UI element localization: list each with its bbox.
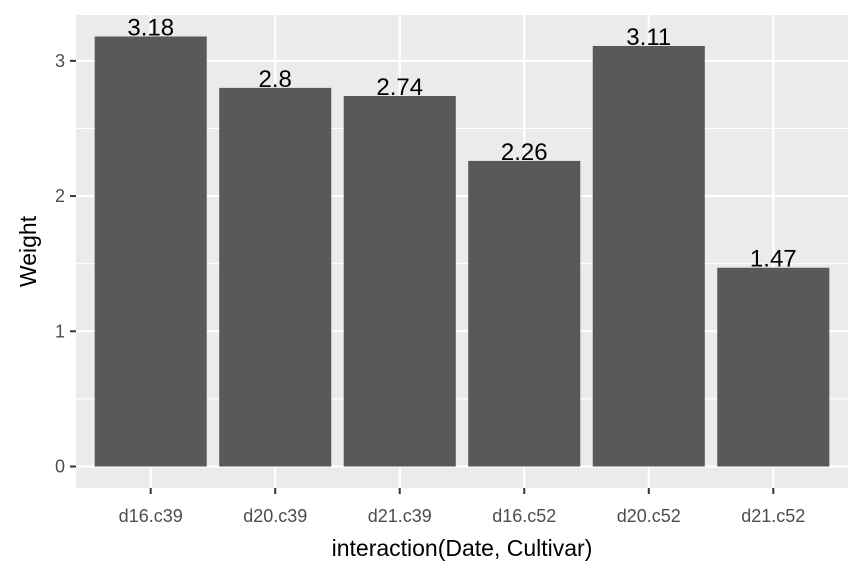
x-tick-label: d21.c52 [741, 506, 805, 526]
y-tick-label: 0 [55, 457, 65, 477]
bar-d20.c52 [592, 45, 705, 467]
x-tick-label: d16.c39 [119, 506, 183, 526]
bar-value-label: 2.8 [259, 66, 292, 93]
bar-value-label: 3.11 [626, 24, 671, 51]
bar-d16.c39 [94, 36, 207, 467]
bar-value-label: 2.26 [501, 139, 548, 166]
y-tick-label: 3 [55, 51, 65, 71]
x-tick-label: d20.c39 [243, 506, 307, 526]
y-axis-title: Weight [15, 215, 41, 287]
bar-d21.c52 [717, 267, 830, 467]
x-tick-label: d20.c52 [617, 506, 681, 526]
bar-value-labels: 3.18 2.8 2.74 2.26 3.11 1.47 [127, 15, 796, 273]
bars [94, 36, 830, 467]
y-tick-label: 1 [55, 321, 65, 341]
bar-value-label: 3.18 [127, 15, 174, 42]
bar-value-label: 1.47 [750, 246, 797, 273]
bar-value-label: 2.74 [376, 74, 423, 101]
x-tick-label: d21.c39 [368, 506, 432, 526]
bar-d16.c52 [468, 160, 581, 467]
x-axis-title: interaction(Date, Cultivar) [332, 535, 593, 561]
y-tick-label: 2 [55, 186, 65, 206]
x-tick-label: d16.c52 [492, 506, 556, 526]
x-axis: d16.c39 d20.c39 d21.c39 d16.c52 d20.c52 d21.c… [119, 488, 805, 526]
bar-d20.c39 [219, 87, 332, 467]
bar-d21.c39 [343, 95, 456, 467]
y-axis: 0 1 2 3 [55, 51, 76, 477]
